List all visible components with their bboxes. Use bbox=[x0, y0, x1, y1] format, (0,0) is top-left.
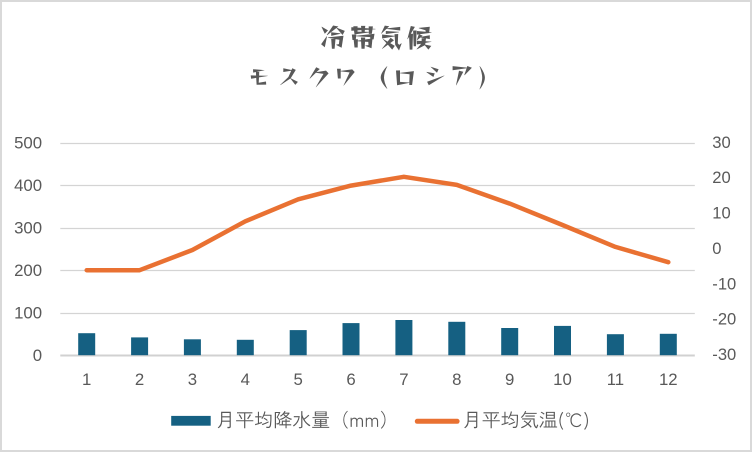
svg-text:7: 7 bbox=[399, 370, 408, 389]
svg-text:30: 30 bbox=[712, 133, 730, 152]
svg-text:3: 3 bbox=[188, 370, 197, 389]
svg-text:300: 300 bbox=[14, 219, 42, 238]
svg-text:8: 8 bbox=[452, 370, 461, 389]
svg-text:11: 11 bbox=[607, 370, 624, 389]
svg-text:-20: -20 bbox=[712, 310, 736, 329]
svg-text:0: 0 bbox=[33, 346, 42, 365]
svg-text:400: 400 bbox=[14, 176, 42, 195]
svg-text:500: 500 bbox=[14, 134, 42, 153]
svg-text:2: 2 bbox=[135, 370, 144, 389]
svg-text:-10: -10 bbox=[712, 274, 736, 293]
svg-text:6: 6 bbox=[346, 370, 355, 389]
svg-text:100: 100 bbox=[14, 303, 42, 322]
svg-text:200: 200 bbox=[14, 261, 42, 280]
svg-text:-30: -30 bbox=[712, 345, 736, 364]
svg-text:4: 4 bbox=[241, 370, 250, 389]
svg-text:0: 0 bbox=[712, 239, 721, 258]
svg-text:1: 1 bbox=[82, 370, 91, 389]
svg-text:5: 5 bbox=[294, 370, 303, 389]
svg-text:12: 12 bbox=[659, 370, 678, 389]
svg-text:10: 10 bbox=[553, 370, 572, 389]
svg-text:10: 10 bbox=[712, 204, 730, 223]
svg-text:20: 20 bbox=[712, 168, 730, 187]
svg-text:9: 9 bbox=[505, 370, 514, 389]
